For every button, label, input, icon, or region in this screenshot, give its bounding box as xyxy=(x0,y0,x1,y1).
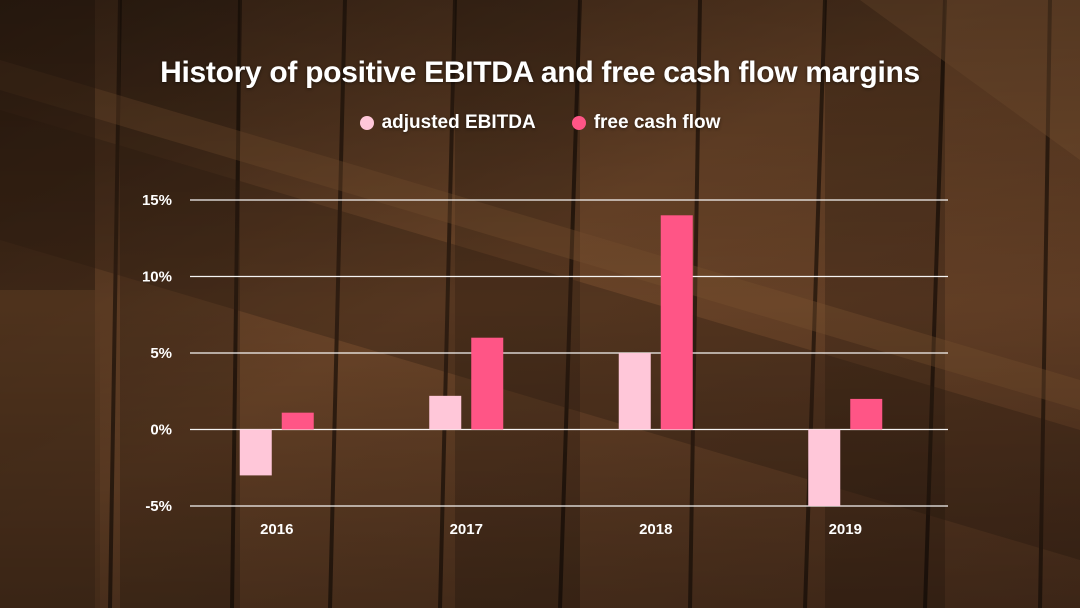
bar-adjusted-ebitda-2018 xyxy=(618,353,651,430)
bar-free-cash-flow-2017 xyxy=(471,337,504,430)
chart-title: History of positive EBITDA and free cash… xyxy=(160,56,920,89)
y-axis-tick-labels: -5% 0% 5% 10% 15% xyxy=(142,192,172,515)
x-tick-label: 2016 xyxy=(260,521,293,538)
bar-free-cash-flow-2018 xyxy=(660,215,693,430)
legend-label-adjusted-ebitda: adjusted EBITDA xyxy=(381,112,536,133)
x-tick-label: 2017 xyxy=(450,521,483,538)
y-tick-label: 5% xyxy=(150,345,172,362)
legend-item-free-cash-flow: free cash flow xyxy=(571,112,721,134)
bar-adjusted-ebitda-2016 xyxy=(239,429,272,476)
y-tick-label: -5% xyxy=(145,498,172,515)
legend: adjusted EBITDA free cash flow xyxy=(0,112,1080,134)
x-axis-tick-labels: 2016 2017 2018 2019 xyxy=(260,521,862,538)
bar-free-cash-flow-2019 xyxy=(850,398,883,430)
y-tick-label: 15% xyxy=(142,192,172,209)
legend-item-adjusted-ebitda: adjusted EBITDA xyxy=(359,112,536,134)
y-tick-label: 10% xyxy=(142,269,172,286)
bars xyxy=(239,215,883,506)
legend-swatch-free-cash-flow xyxy=(571,116,586,130)
y-tick-label: 0% xyxy=(150,422,172,439)
x-tick-label: 2019 xyxy=(829,521,862,538)
x-tick-label: 2018 xyxy=(639,521,672,538)
legend-swatch-adjusted-ebitda xyxy=(359,116,374,130)
bar-free-cash-flow-2016 xyxy=(281,412,314,430)
legend-label-free-cash-flow: free cash flow xyxy=(593,112,721,133)
bar-adjusted-ebitda-2019 xyxy=(808,429,841,506)
bar-adjusted-ebitda-2017 xyxy=(429,395,462,430)
